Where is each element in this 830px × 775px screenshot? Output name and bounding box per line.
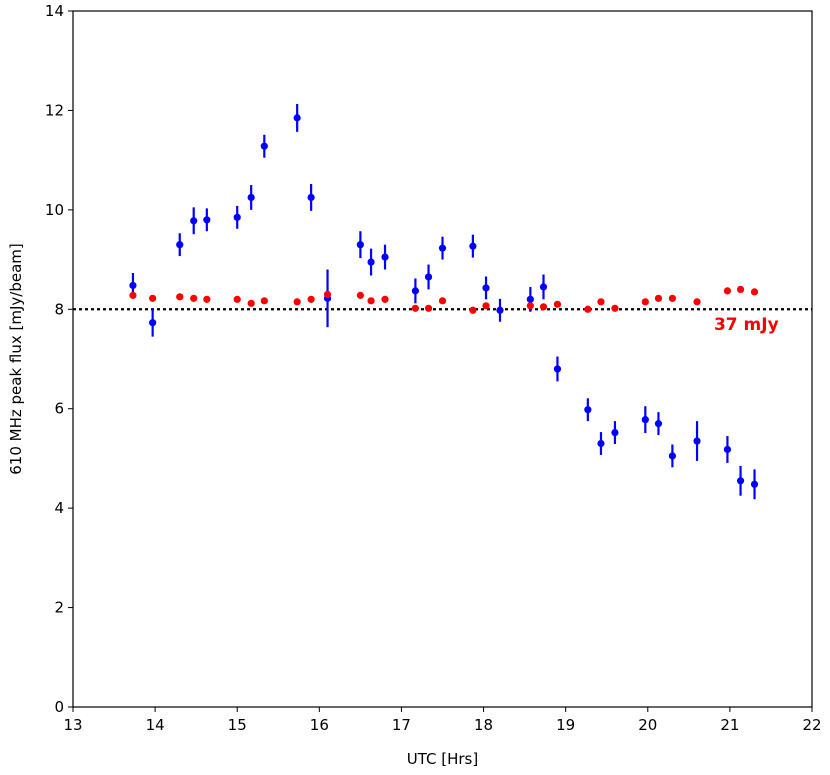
- data-point: [367, 258, 375, 266]
- x-tick-label: 13: [63, 716, 82, 734]
- y-tick-label: 14: [45, 2, 64, 20]
- data-point: [736, 477, 745, 485]
- data-point: [641, 416, 649, 424]
- data-point: [233, 213, 241, 221]
- data-point: [553, 300, 562, 308]
- y-axis-label: 610 MHz peak flux [mJy/beam]: [7, 243, 25, 474]
- x-tick-label: 18: [474, 716, 493, 734]
- series-0: [129, 103, 759, 500]
- data-point: [129, 281, 137, 290]
- data-point: [411, 304, 420, 312]
- data-point: [750, 288, 759, 296]
- data-point: [356, 291, 364, 299]
- y-tick-label: 12: [45, 101, 64, 119]
- data-point: [526, 302, 534, 310]
- data-point: [654, 294, 663, 302]
- data-point: [260, 297, 268, 305]
- data-point: [293, 298, 301, 306]
- data-point: [424, 304, 433, 312]
- data-point: [611, 304, 619, 312]
- data-point: [149, 319, 157, 327]
- data-point: [723, 287, 732, 295]
- x-tick-label: 15: [228, 716, 247, 734]
- data-point: [668, 452, 677, 460]
- x-tick-label: 19: [556, 716, 575, 734]
- data-point: [597, 439, 605, 448]
- data-point: [553, 365, 562, 373]
- y-tick-label: 10: [45, 201, 64, 219]
- y-tick-label: 0: [54, 698, 64, 716]
- data-point: [668, 294, 677, 302]
- data-point: [260, 142, 268, 150]
- y-tick-label: 8: [54, 300, 64, 318]
- data-point: [203, 216, 211, 224]
- plot-marks: [73, 103, 812, 500]
- data-point: [597, 298, 605, 306]
- series-1: [129, 285, 759, 314]
- y-tick-label: 4: [54, 499, 64, 517]
- data-point: [247, 193, 255, 202]
- data-point: [526, 295, 534, 303]
- data-point: [129, 291, 137, 299]
- axis-ticks: 13 14 15 16 17 18 19 20 21 22 0 2 4 6 8 10 12 14: [45, 2, 822, 734]
- data-point: [190, 294, 198, 302]
- x-tick-label: 20: [638, 716, 657, 734]
- plot-frame: [72, 10, 813, 708]
- data-point: [539, 283, 548, 291]
- y-tick-label: 2: [54, 599, 64, 617]
- data-point: [496, 306, 504, 314]
- data-point: [176, 241, 184, 249]
- data-point: [203, 295, 211, 303]
- data-point: [482, 302, 490, 310]
- data-point: [356, 241, 364, 249]
- data-point: [693, 437, 701, 445]
- reference-annotation: 37 mJy: [714, 315, 779, 335]
- data-point: [693, 298, 701, 306]
- data-point: [293, 114, 301, 122]
- x-tick-label: 14: [146, 716, 165, 734]
- x-tick-label: 16: [310, 716, 329, 734]
- data-point: [584, 406, 592, 414]
- y-tick-label: 6: [54, 400, 64, 418]
- data-point: [584, 305, 592, 313]
- data-point: [190, 217, 198, 225]
- data-point: [750, 480, 759, 488]
- data-point: [381, 253, 389, 261]
- data-point: [323, 290, 332, 298]
- data-point: [736, 285, 745, 293]
- x-tick-label: 21: [720, 716, 739, 734]
- data-point: [233, 295, 241, 303]
- data-point: [611, 428, 619, 437]
- data-point: [482, 284, 490, 292]
- data-point: [307, 193, 315, 202]
- data-point: [247, 299, 255, 307]
- data-point: [469, 242, 477, 250]
- data-point: [307, 295, 315, 303]
- data-point: [381, 295, 389, 303]
- data-point: [424, 273, 433, 281]
- data-point: [723, 445, 732, 454]
- x-tick-label: 17: [392, 716, 411, 734]
- x-axis-label: UTC [Hrs]: [407, 750, 478, 768]
- x-tick-label: 22: [802, 716, 821, 734]
- data-point: [176, 293, 184, 301]
- data-point: [367, 297, 375, 305]
- data-point: [438, 244, 447, 252]
- data-point: [641, 298, 649, 306]
- data-point: [411, 287, 420, 295]
- data-point: [149, 294, 157, 302]
- data-point: [469, 306, 477, 314]
- data-point: [654, 420, 663, 428]
- data-point: [539, 303, 548, 311]
- data-point: [438, 297, 447, 305]
